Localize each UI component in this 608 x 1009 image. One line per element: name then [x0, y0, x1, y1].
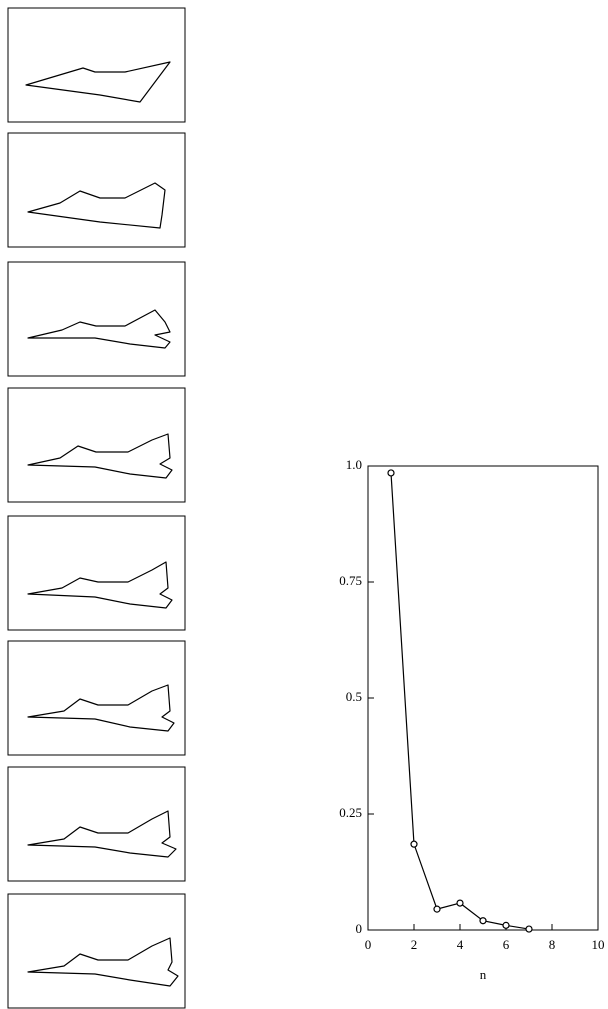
panel-frame: [8, 894, 185, 1008]
x-tick-label: 4: [457, 937, 464, 952]
shape-panel: [8, 388, 185, 502]
data-point: [480, 918, 486, 924]
panel-frame: [8, 767, 185, 881]
page: n 00.250.50.751.00246810 (() => { const …: [0, 0, 608, 1009]
data-point: [457, 900, 463, 906]
silhouette: [28, 310, 170, 348]
shape-panel: [8, 133, 185, 247]
data-point: [526, 926, 532, 932]
shape-panel: [8, 516, 185, 630]
silhouette: [28, 685, 174, 731]
y-tick-label: 0.25: [339, 805, 362, 820]
x-tick-label: 6: [503, 937, 510, 952]
plot-frame: [368, 466, 598, 930]
data-point: [503, 922, 509, 928]
figure: n 0 0.25 0.5 0.75 1.0 0 2 4 6 8 10: [0, 0, 608, 1009]
x-axis-label: n: [480, 967, 487, 982]
panel-frame: [8, 641, 185, 755]
silhouette: [28, 562, 172, 608]
silhouette: [28, 938, 178, 986]
silhouette: [28, 434, 172, 478]
shape-panel: [8, 262, 185, 376]
panel-frame: [8, 388, 185, 502]
x-tick-label: 8: [549, 937, 556, 952]
silhouette: [26, 62, 170, 102]
x-tick-label: 10: [592, 937, 605, 952]
y-tick-label: 0.5: [346, 689, 362, 704]
silhouette: [28, 183, 165, 228]
shape-panel: [8, 767, 185, 881]
panel-frame: [8, 516, 185, 630]
shape-panel: [8, 894, 185, 1008]
shape-panel: [8, 8, 185, 122]
silhouette: [28, 811, 176, 857]
shape-panel: [8, 641, 185, 755]
x-tick-label: 0: [365, 937, 372, 952]
data-point: [388, 470, 394, 476]
data-point: [434, 906, 440, 912]
data-point: [411, 841, 417, 847]
panel-frame: [8, 133, 185, 247]
x-tick-label: 2: [411, 937, 418, 952]
data-line: [391, 473, 529, 929]
y-tick-label: 0: [356, 921, 363, 936]
y-tick-label: 1.0: [346, 457, 362, 472]
panel-frame: [8, 262, 185, 376]
y-tick-label: 0.75: [339, 573, 362, 588]
